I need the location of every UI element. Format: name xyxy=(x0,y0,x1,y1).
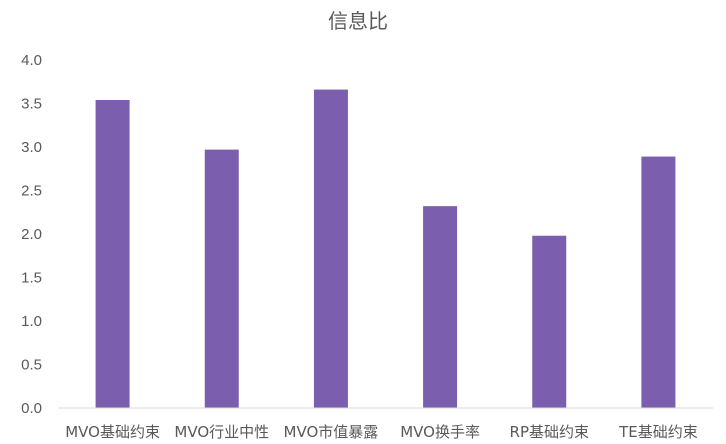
bar xyxy=(313,89,348,408)
x-axis-labels: MVO基础约束 MVO行业中性 MVO市值暴露 MVO换手率 RP基础约束 TE基础约束 xyxy=(65,423,698,441)
x-category-label: MVO换手率 xyxy=(400,423,480,441)
x-category-label: RP基础约束 xyxy=(510,423,589,441)
y-tick-label: 3.0 xyxy=(21,139,42,156)
y-tick-label: 2.0 xyxy=(21,226,42,243)
x-category-label: MVO行业中性 xyxy=(174,423,269,441)
chart-title: 信息比 xyxy=(328,9,388,33)
y-axis-ticks: 0.0 0.5 1.0 1.5 2.0 2.5 3.0 3.5 4.0 xyxy=(21,52,42,417)
bar xyxy=(423,206,458,408)
bar xyxy=(204,149,239,409)
y-tick-label: 4.0 xyxy=(21,52,42,69)
y-tick-label: 3.5 xyxy=(21,96,42,113)
y-tick-label: 0.0 xyxy=(21,400,42,417)
y-tick-label: 1.0 xyxy=(21,313,42,330)
x-category-label: TE基础约束 xyxy=(618,423,698,441)
y-tick-label: 1.5 xyxy=(21,270,42,287)
y-tick-label: 0.5 xyxy=(21,357,42,374)
bars xyxy=(95,89,676,409)
bar xyxy=(532,235,567,408)
bar xyxy=(95,100,130,409)
x-category-label: MVO基础约束 xyxy=(65,423,160,441)
bar xyxy=(641,156,676,408)
x-category-label: MVO市值暴露 xyxy=(284,423,379,441)
y-tick-label: 2.5 xyxy=(21,183,42,200)
